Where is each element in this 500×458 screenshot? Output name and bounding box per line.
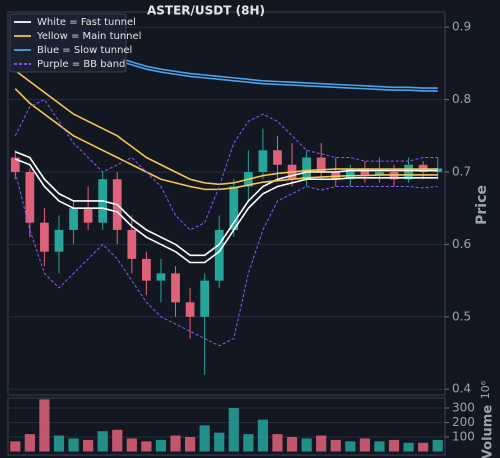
- volume-bar: [418, 442, 429, 452]
- overlay-line: [14, 150, 438, 257]
- legend-label: Blue = Slow tunnel: [37, 45, 132, 56]
- volume-bar: [374, 441, 385, 452]
- candle-body: [258, 150, 268, 173]
- volume-axis-label: Volume: [481, 405, 496, 458]
- candle-body: [83, 208, 93, 223]
- candle-body: [142, 258, 151, 281]
- candle-body: [273, 150, 282, 165]
- overlay-line: [14, 70, 438, 186]
- volume-bar: [184, 437, 196, 452]
- volume-bar: [359, 438, 370, 452]
- volume-bar: [170, 435, 181, 452]
- volume-bar: [10, 441, 21, 452]
- candle-body: [171, 273, 180, 303]
- volume-bar: [272, 434, 283, 452]
- plot: [8, 15, 445, 390]
- overlay-line: [14, 98, 438, 231]
- candle-body: [185, 302, 195, 317]
- y-tick-label: 300: [452, 401, 475, 415]
- volume-bar: [257, 419, 269, 452]
- volume-bar: [301, 438, 312, 452]
- candle-body: [69, 208, 78, 230]
- volume-bar: [141, 441, 152, 452]
- volume-bar: [68, 438, 79, 452]
- volume-frame: [7, 397, 446, 456]
- volume-bar: [97, 431, 108, 452]
- candle-body: [360, 168, 370, 176]
- volume-bar: [243, 434, 254, 452]
- y-tick-label: 200: [452, 415, 475, 429]
- candle-body: [200, 280, 210, 317]
- candle-body: [404, 164, 413, 180]
- y-tick-label: 0.5: [452, 309, 471, 323]
- volume-bar: [286, 437, 298, 452]
- y-axis-label: Price: [474, 185, 490, 225]
- overlay-line: [14, 88, 438, 191]
- candle-body: [345, 168, 355, 180]
- volume-bar: [316, 435, 327, 452]
- y-tick-label: 0.7: [452, 165, 471, 179]
- legend-label: Yellow = Main tunnel: [36, 31, 141, 42]
- candle-body: [214, 229, 224, 281]
- y-tick-label: 0.8: [452, 92, 471, 106]
- volume-bar: [214, 432, 225, 452]
- candle-body: [156, 273, 166, 281]
- legend-label: White = Fast tunnel: [37, 17, 136, 28]
- volume-bar: [53, 435, 65, 452]
- chart-title: ASTER/USDT (8H): [147, 4, 265, 18]
- price-frame: [7, 11, 446, 396]
- y-tick-label: 0.6: [452, 237, 471, 251]
- overlay-line: [14, 158, 438, 264]
- candle-body: [40, 222, 49, 252]
- overlay-line: [14, 171, 438, 347]
- candle-body: [10, 157, 20, 173]
- volume-scale: 10⁶: [479, 380, 492, 399]
- candle-body: [375, 172, 384, 176]
- volume-bar: [24, 434, 35, 452]
- candle-body: [229, 186, 239, 230]
- y-tick-label: 100: [452, 430, 475, 444]
- y-tick-label: 0.4: [452, 382, 471, 396]
- volume-bar: [432, 439, 443, 452]
- candle-body: [127, 229, 137, 259]
- volume-bar: [330, 439, 341, 452]
- volume-bar: [388, 439, 400, 452]
- volume-bar: [155, 439, 167, 452]
- y-tick-label: 0.9: [452, 20, 471, 34]
- legend: White = Fast tunnel Yellow = Main tunnel B…: [9, 13, 141, 73]
- candle-body: [302, 157, 311, 180]
- volume-bar: [228, 408, 239, 452]
- volume-bar: [83, 439, 94, 452]
- candle-body: [316, 157, 326, 173]
- volume-bar: [112, 429, 123, 452]
- candle-body: [25, 172, 35, 223]
- volume-bar: [199, 425, 210, 452]
- legend-label: Purple = BB band: [37, 59, 125, 70]
- volume-bar: [126, 438, 137, 452]
- volume-bar: [39, 399, 50, 452]
- candle-body: [54, 229, 64, 252]
- volume-bar: [345, 441, 356, 452]
- volume-bar: [403, 442, 414, 452]
- legend-box: [9, 13, 127, 73]
